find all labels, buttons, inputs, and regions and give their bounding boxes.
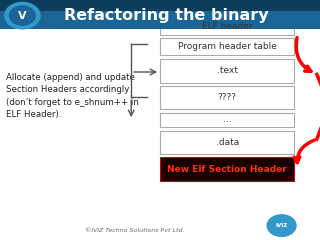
FancyBboxPatch shape (160, 131, 294, 154)
Text: ????: ???? (218, 93, 237, 102)
FancyBboxPatch shape (0, 29, 320, 240)
Text: .text: .text (217, 66, 238, 75)
Text: iVIZ: iVIZ (276, 223, 288, 228)
Text: ©iViZ Techno Solutions Pvt Ltd.: ©iViZ Techno Solutions Pvt Ltd. (85, 228, 184, 233)
Circle shape (10, 6, 35, 25)
Text: ...: ... (223, 115, 231, 125)
Circle shape (267, 215, 296, 236)
Text: ELF header: ELF header (202, 22, 252, 31)
FancyBboxPatch shape (0, 0, 320, 29)
FancyBboxPatch shape (160, 59, 294, 83)
FancyBboxPatch shape (160, 157, 294, 181)
Text: New Elf Section Header: New Elf Section Header (167, 165, 287, 174)
FancyBboxPatch shape (160, 113, 294, 127)
Text: Allocate (append) and update
Section Headers accordingly
(don’t forget to e_shnu: Allocate (append) and update Section Hea… (6, 73, 139, 119)
FancyBboxPatch shape (160, 38, 294, 55)
Circle shape (5, 2, 40, 29)
FancyBboxPatch shape (160, 86, 294, 109)
FancyBboxPatch shape (160, 18, 294, 35)
FancyBboxPatch shape (0, 0, 320, 11)
Text: .data: .data (216, 138, 239, 147)
Text: Program header table: Program header table (178, 42, 276, 51)
Text: V: V (18, 11, 27, 21)
Text: Refactoring the binary: Refactoring the binary (64, 8, 269, 23)
